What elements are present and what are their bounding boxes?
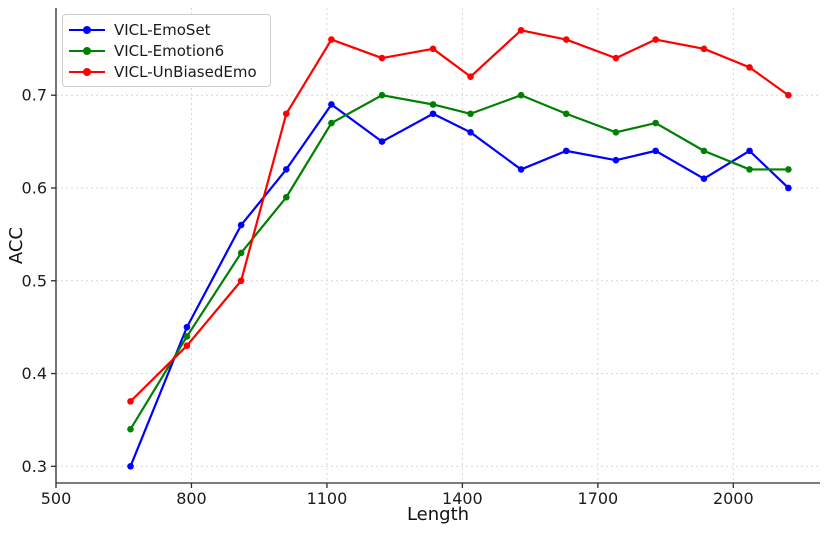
data-point-VICL-UnBiasedEmo: [127, 398, 134, 405]
data-point-VICL-Emotion6: [282, 193, 290, 201]
data-point-VICL-UnBiasedEmo: [746, 64, 753, 71]
x-tick-label: 2000: [713, 489, 754, 508]
legend-item-vicl-emoset: VICL-EmoSet: [69, 19, 257, 40]
data-point-VICL-Emotion6: [183, 333, 191, 340]
x-tick-label: 800: [176, 489, 207, 508]
data-point-VICL-EmoSet: [562, 147, 570, 155]
x-tick-label: 1100: [307, 489, 348, 508]
y-axis-title-wrap: ACC: [6, 8, 27, 483]
legend-marker-green-icon: [69, 46, 105, 55]
data-point-VICL-EmoSet: [652, 147, 659, 155]
data-point-VICL-UnBiasedEmo: [282, 110, 290, 118]
data-point-VICL-Emotion6: [746, 166, 753, 173]
data-point-VICL-Emotion6: [612, 129, 620, 136]
data-point-VICL-EmoSet: [429, 110, 437, 118]
data-point-VICL-EmoSet: [237, 221, 245, 229]
data-point-VICL-UnBiasedEmo: [517, 26, 525, 34]
legend-item-vicl-unbiasedemo: VICL-UnBiasedEmo: [69, 61, 257, 82]
series-line-VICL-Emotion6: [129, 94, 790, 431]
data-point-VICL-EmoSet: [746, 147, 753, 155]
data-point-VICL-Emotion6: [429, 101, 437, 108]
data-point-VICL-UnBiasedEmo: [562, 36, 570, 43]
legend-label: VICL-Emotion6: [114, 41, 225, 60]
data-point-VICL-Emotion6: [517, 91, 525, 99]
data-point-VICL-Emotion6: [328, 119, 335, 127]
data-point-VICL-Emotion6: [127, 425, 134, 433]
data-point-VICL-Emotion6: [652, 119, 659, 127]
data-point-VICL-UnBiasedEmo: [612, 54, 620, 62]
y-tick-label: 0.4: [22, 364, 47, 383]
legend-label: VICL-EmoSet: [114, 20, 211, 39]
x-tick-label: 1700: [577, 489, 618, 508]
data-point-VICL-Emotion6: [562, 110, 570, 118]
legend-label: VICL-UnBiasedEmo: [114, 62, 257, 81]
data-point-VICL-EmoSet: [785, 184, 792, 192]
y-tick-label: 0.7: [22, 86, 47, 105]
legend-marker-red-icon: [69, 67, 105, 76]
legend: VICL-EmoSet VICL-Emotion6 VICL-UnBiasedE…: [62, 14, 271, 87]
data-point-VICL-UnBiasedEmo: [700, 45, 708, 53]
data-point-VICL-EmoSet: [517, 166, 525, 173]
data-point-VICL-EmoSet: [378, 138, 386, 145]
data-point-VICL-EmoSet: [127, 463, 134, 470]
data-point-VICL-Emotion6: [237, 249, 245, 257]
legend-item-vicl-emotion6: VICL-Emotion6: [69, 40, 257, 61]
data-point-VICL-Emotion6: [700, 147, 708, 155]
data-point-VICL-EmoSet: [282, 166, 290, 173]
data-point-VICL-UnBiasedEmo: [467, 73, 474, 80]
y-axis-title: ACC: [6, 226, 27, 265]
data-point-VICL-UnBiasedEmo: [378, 54, 386, 62]
data-point-VICL-EmoSet: [328, 101, 335, 108]
data-point-VICL-UnBiasedEmo: [429, 45, 437, 53]
data-point-VICL-EmoSet: [467, 129, 474, 136]
data-point-VICL-UnBiasedEmo: [652, 36, 659, 43]
data-point-VICL-UnBiasedEmo: [785, 91, 792, 99]
data-point-VICL-UnBiasedEmo: [237, 277, 245, 285]
x-tick-label: 1400: [442, 489, 483, 508]
data-point-VICL-UnBiasedEmo: [328, 36, 335, 43]
legend-marker-blue-icon: [69, 25, 105, 34]
data-point-VICL-UnBiasedEmo: [183, 342, 191, 349]
data-point-VICL-Emotion6: [785, 166, 792, 173]
data-point-VICL-EmoSet: [700, 175, 708, 183]
y-tick-label: 0.3: [22, 457, 47, 476]
data-point-VICL-EmoSet: [612, 156, 620, 164]
data-point-VICL-Emotion6: [378, 91, 386, 99]
x-tick-label: 500: [41, 489, 72, 508]
data-point-VICL-EmoSet: [183, 323, 191, 331]
y-tick-label: 0.6: [22, 178, 47, 197]
x-axis-title: Length: [406, 504, 470, 525]
y-tick-label: 0.5: [22, 271, 47, 290]
series-line-VICL-EmoSet: [129, 103, 790, 468]
data-point-VICL-Emotion6: [467, 110, 474, 118]
